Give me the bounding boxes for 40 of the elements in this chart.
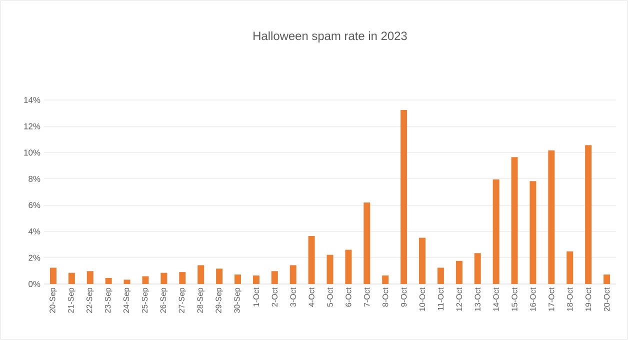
bar	[216, 268, 223, 284]
y-tick-label: 2%	[28, 254, 40, 261]
y-tick-label: 14%	[24, 97, 40, 103]
bar	[198, 265, 204, 284]
bar	[585, 145, 592, 284]
bar	[492, 179, 500, 284]
bar	[400, 110, 408, 284]
bar	[419, 238, 426, 284]
bar	[179, 272, 186, 284]
bar	[68, 272, 75, 284]
bar	[252, 275, 260, 284]
bar	[234, 274, 241, 284]
bar	[474, 253, 481, 284]
bar	[456, 260, 462, 284]
bar	[160, 272, 168, 284]
bar	[50, 268, 56, 284]
bar	[530, 181, 536, 284]
bar	[604, 274, 610, 284]
y-tick-label: 12%	[24, 123, 40, 130]
y-tick-label: 6%	[28, 202, 40, 208]
bar	[271, 271, 278, 284]
y-tick-label: 10%	[24, 150, 40, 156]
bar	[308, 236, 315, 284]
bar	[326, 254, 334, 284]
bar	[86, 271, 94, 284]
y-tick-label: 8%	[28, 176, 40, 182]
bar	[142, 276, 149, 284]
bar	[124, 280, 130, 284]
bar	[566, 251, 574, 284]
bar	[382, 275, 389, 284]
y-tick-label: 4%	[28, 228, 40, 234]
bar	[290, 265, 296, 284]
bar	[345, 250, 352, 284]
bar	[437, 268, 444, 284]
bar	[511, 157, 518, 284]
bar	[105, 278, 112, 284]
y-tick-label: 0%	[28, 281, 40, 287]
bar	[548, 150, 555, 284]
bar	[364, 202, 370, 284]
chart-title: Halloween spam rate in 2023	[254, 31, 407, 43]
